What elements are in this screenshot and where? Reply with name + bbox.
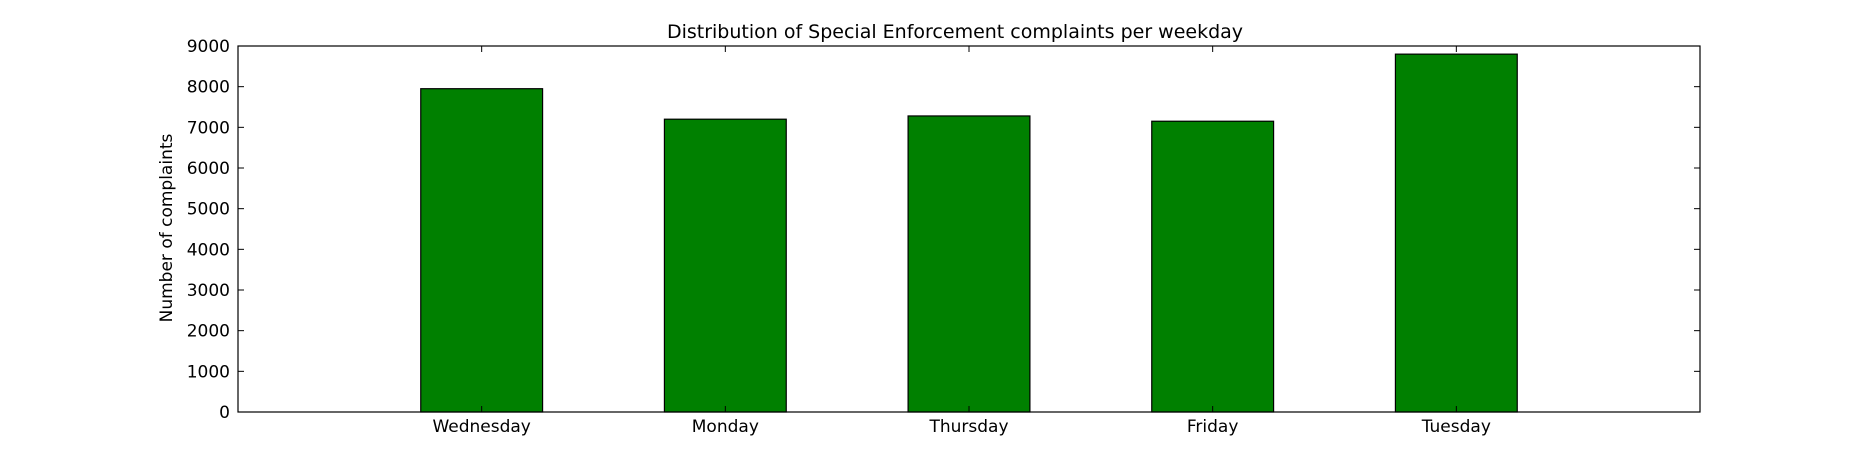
y-tick-label-1000: 1000 bbox=[187, 362, 230, 382]
bar-thursday bbox=[907, 115, 1031, 413]
bar-friday bbox=[1151, 120, 1275, 413]
x-tick-label-thursday: Thursday bbox=[928, 417, 1008, 437]
x-tick-label-friday: Friday bbox=[1187, 417, 1239, 437]
bars-group bbox=[420, 53, 1518, 413]
plot-frame bbox=[237, 45, 1701, 413]
y-tick-label-6000: 6000 bbox=[187, 159, 230, 179]
y-tick-label-0: 0 bbox=[219, 403, 230, 423]
y-tick-label-5000: 5000 bbox=[187, 200, 230, 220]
y-tick-label-4000: 4000 bbox=[187, 240, 230, 260]
y-tick-label-3000: 3000 bbox=[187, 281, 230, 301]
y-tick-label-9000: 9000 bbox=[187, 37, 230, 57]
x-tick-label-wednesday: Wednesday bbox=[432, 417, 530, 437]
bar-wednesday bbox=[420, 88, 544, 413]
bar-monday bbox=[663, 118, 787, 413]
x-tick-label-tuesday: Tuesday bbox=[1421, 417, 1491, 437]
y-tick-label-7000: 7000 bbox=[187, 118, 230, 138]
y-axis-label: Number of complaints bbox=[157, 133, 177, 322]
y-tick-label-8000: 8000 bbox=[187, 78, 230, 98]
y-tick-label-2000: 2000 bbox=[187, 322, 230, 342]
x-tick-label-monday: Monday bbox=[692, 417, 759, 437]
ticks-group: Wednesday Monday Thursday Friday Tuesday 0 100… bbox=[187, 37, 1700, 437]
bar-tuesday bbox=[1394, 53, 1518, 413]
chart-title: Distribution of Special Enforcement comp… bbox=[667, 21, 1243, 43]
